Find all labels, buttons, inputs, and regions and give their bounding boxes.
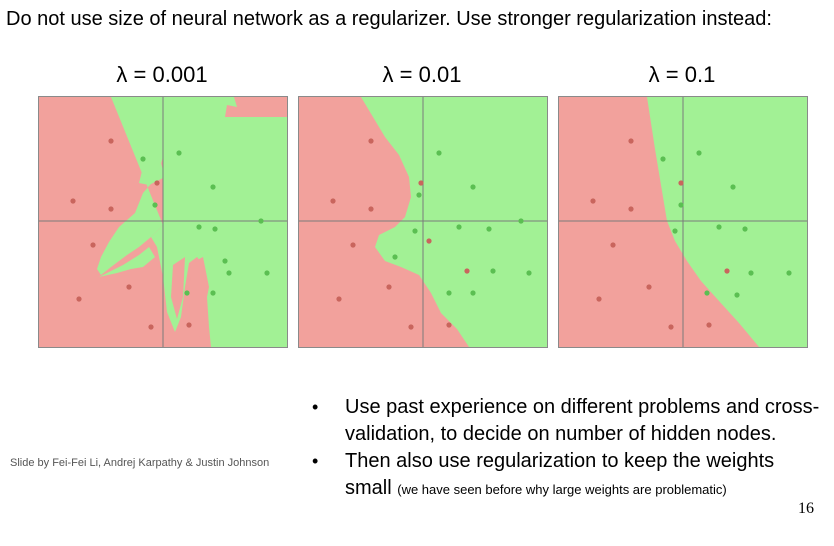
green-point	[672, 228, 678, 234]
red-point	[678, 180, 684, 186]
green-point	[470, 184, 476, 190]
decision-boundary-panel-lambda-0001	[38, 96, 288, 348]
green-region	[151, 97, 287, 347]
green-point	[742, 226, 748, 232]
red-point	[148, 324, 154, 330]
red-point	[446, 322, 452, 328]
green-point	[264, 270, 270, 276]
decision-boundary-plot	[39, 97, 287, 347]
red-point	[186, 322, 192, 328]
red-point	[628, 206, 634, 212]
green-point	[222, 258, 228, 264]
red-region	[189, 257, 209, 337]
green-region	[97, 97, 163, 275]
green-point	[258, 218, 264, 224]
green-point	[446, 290, 452, 296]
red-point	[408, 324, 414, 330]
red-point	[706, 322, 712, 328]
green-point	[486, 226, 492, 232]
green-point	[716, 224, 722, 230]
decision-boundary-panel-lambda-001	[298, 96, 548, 348]
green-region	[99, 247, 155, 277]
red-region	[171, 257, 185, 319]
red-point	[596, 296, 602, 302]
green-point	[210, 290, 216, 296]
bullet-list: • Use past experience on different probl…	[312, 394, 822, 503]
green-point	[526, 270, 532, 276]
green-point	[490, 268, 496, 274]
green-point	[786, 270, 792, 276]
green-point	[140, 156, 146, 162]
page-number: 16	[798, 500, 814, 517]
decision-boundary-plot	[299, 97, 547, 347]
red-point	[610, 242, 616, 248]
bullet-marker: •	[312, 397, 319, 417]
green-point	[392, 254, 398, 260]
red-point	[418, 180, 424, 186]
red-point	[464, 268, 470, 274]
red-point	[336, 296, 342, 302]
red-point	[330, 198, 336, 204]
red-point	[368, 206, 374, 212]
green-region	[647, 97, 807, 347]
green-region	[139, 163, 165, 185]
green-point	[704, 290, 710, 296]
green-point	[660, 156, 666, 162]
bullet-item: • Use past experience on different probl…	[312, 394, 822, 448]
bullet-text: Then also use regularization to keep the…	[345, 448, 822, 503]
green-point	[456, 224, 462, 230]
bullet-item: • Then also use regularization to keep t…	[312, 448, 822, 503]
data-points	[330, 138, 532, 330]
green-point	[734, 292, 740, 298]
green-point	[416, 192, 422, 198]
green-point	[518, 218, 524, 224]
slide-credit: Slide by Fei-Fei Li, Andrej Karpathy & J…	[10, 457, 270, 469]
green-point	[678, 202, 684, 208]
green-point	[212, 226, 218, 232]
red-point	[628, 138, 634, 144]
red-point	[386, 284, 392, 290]
red-point	[108, 206, 114, 212]
red-point	[154, 180, 160, 186]
green-point	[436, 150, 442, 156]
red-point	[724, 268, 730, 274]
green-point	[412, 228, 418, 234]
red-point	[350, 242, 356, 248]
green-point	[184, 290, 190, 296]
red-point	[646, 284, 652, 290]
green-point	[696, 150, 702, 156]
green-point	[196, 224, 202, 230]
bullet-marker: •	[312, 451, 319, 471]
red-point	[590, 198, 596, 204]
slide-title: Do not use size of neural network as a r…	[6, 8, 772, 30]
data-points	[590, 138, 792, 330]
bullet-text: Use past experience on different problem…	[345, 396, 820, 445]
green-point	[748, 270, 754, 276]
red-point	[76, 296, 82, 302]
red-point	[126, 284, 132, 290]
red-point	[368, 138, 374, 144]
panel-label-lambda-01: λ = 0.1	[648, 62, 716, 87]
green-point	[730, 184, 736, 190]
panel-label-lambda-001: λ = 0.01	[382, 62, 462, 87]
red-point	[426, 238, 432, 244]
green-point	[226, 270, 232, 276]
decision-boundary-panel-lambda-01	[558, 96, 808, 348]
green-region	[361, 97, 547, 347]
green-point	[210, 184, 216, 190]
green-point	[152, 202, 158, 208]
red-point	[108, 138, 114, 144]
bullet-main-text: Then also use regularization to keep the…	[345, 450, 775, 499]
decision-boundary-plot	[559, 97, 807, 347]
red-point	[70, 198, 76, 204]
green-point	[176, 150, 182, 156]
red-point	[90, 242, 96, 248]
green-point	[470, 290, 476, 296]
red-point	[668, 324, 674, 330]
bullet-note: (we have seen before why large weights a…	[397, 482, 727, 497]
data-points	[70, 138, 270, 330]
panel-label-lambda-0001: λ = 0.001	[116, 62, 208, 87]
